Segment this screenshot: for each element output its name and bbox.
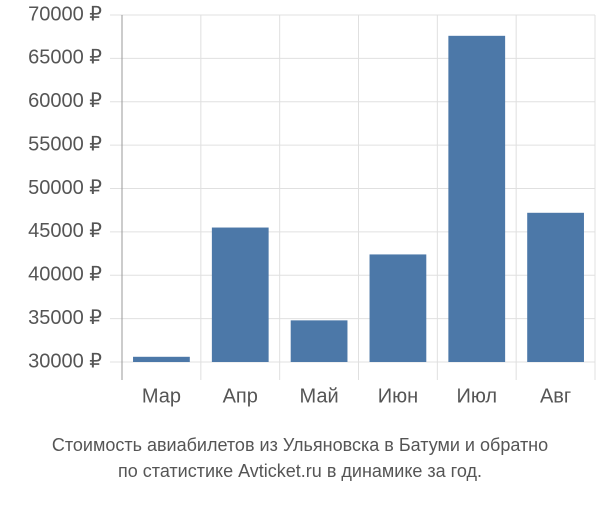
chart-title: по статистике Avticket.ru в динамике за … (118, 461, 482, 481)
y-tick-label: 30000 ₽ (28, 350, 102, 372)
bar (369, 254, 427, 362)
y-tick-label: 50000 ₽ (28, 177, 102, 199)
y-tick-label: 55000 ₽ (28, 133, 102, 155)
y-tick-label: 35000 ₽ (28, 307, 102, 329)
y-tick-label: 65000 ₽ (28, 47, 102, 69)
bar (211, 227, 269, 362)
bar (448, 35, 506, 362)
y-tick-label: 40000 ₽ (28, 264, 102, 286)
y-tick-label: 60000 ₽ (28, 90, 102, 112)
x-tick-label: Авг (540, 385, 571, 407)
x-tick-label: Июл (456, 385, 497, 407)
bar (527, 212, 584, 362)
chart-title: Стоимость авиабилетов из Ульяновска в Ба… (52, 435, 548, 455)
y-tick-label: 45000 ₽ (28, 220, 102, 242)
x-tick-label: Июн (378, 385, 418, 407)
x-tick-label: Апр (223, 385, 258, 407)
x-tick-label: Мар (142, 385, 181, 407)
bar (290, 320, 348, 362)
y-tick-label: 70000 ₽ (28, 3, 102, 25)
bar (133, 356, 190, 362)
x-tick-label: Май (299, 385, 338, 407)
